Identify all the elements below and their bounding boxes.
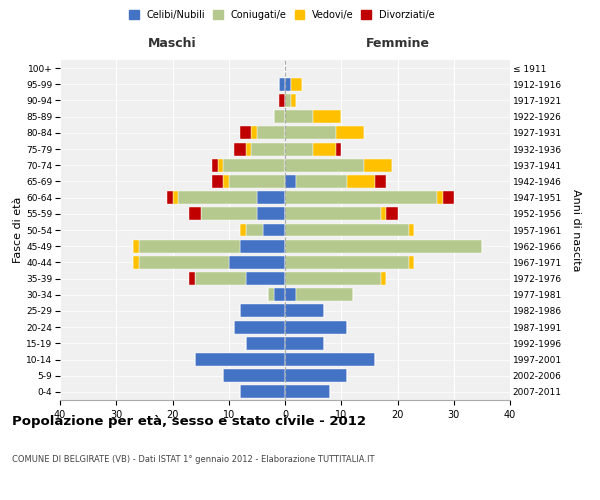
Bar: [290, 78, 302, 91]
Bar: [285, 78, 290, 91]
Bar: [240, 386, 285, 398]
Bar: [313, 142, 335, 156]
Bar: [190, 272, 195, 285]
Bar: [212, 159, 218, 172]
Bar: [285, 288, 296, 301]
Bar: [139, 240, 240, 252]
Bar: [285, 320, 347, 334]
Bar: [285, 126, 335, 140]
Bar: [274, 288, 285, 301]
Bar: [347, 175, 375, 188]
Bar: [133, 256, 139, 269]
Bar: [229, 256, 285, 269]
Bar: [240, 224, 245, 236]
Bar: [240, 304, 285, 318]
Y-axis label: Anni di nascita: Anni di nascita: [571, 188, 581, 271]
Bar: [133, 240, 139, 252]
Bar: [257, 208, 285, 220]
Bar: [285, 110, 313, 123]
Bar: [296, 288, 353, 301]
Text: Maschi: Maschi: [148, 38, 197, 51]
Bar: [235, 142, 245, 156]
Bar: [285, 191, 437, 204]
Bar: [285, 94, 290, 107]
Bar: [285, 256, 409, 269]
Legend: Celibi/Nubili, Coniugati/e, Vedovi/e, Divorziati/e: Celibi/Nubili, Coniugati/e, Vedovi/e, Di…: [130, 10, 434, 20]
Bar: [443, 191, 454, 204]
Bar: [139, 256, 229, 269]
Bar: [409, 256, 415, 269]
Bar: [173, 191, 178, 204]
Bar: [285, 175, 296, 188]
Text: Popolazione per età, sesso e stato civile - 2012: Popolazione per età, sesso e stato civil…: [12, 415, 366, 428]
Bar: [240, 240, 285, 252]
Bar: [257, 191, 285, 204]
Bar: [178, 191, 257, 204]
Bar: [229, 175, 285, 188]
Bar: [235, 320, 285, 334]
Bar: [190, 208, 200, 220]
Bar: [274, 110, 285, 123]
Bar: [195, 272, 245, 285]
Bar: [257, 126, 285, 140]
Bar: [223, 369, 285, 382]
Bar: [251, 142, 285, 156]
Bar: [285, 337, 325, 350]
Bar: [167, 191, 173, 204]
Y-axis label: Fasce di età: Fasce di età: [13, 197, 23, 263]
Bar: [335, 126, 364, 140]
Bar: [285, 304, 325, 318]
Bar: [285, 272, 380, 285]
Bar: [223, 159, 285, 172]
Bar: [335, 142, 341, 156]
Bar: [285, 142, 313, 156]
Bar: [285, 240, 482, 252]
Bar: [437, 191, 443, 204]
Bar: [285, 159, 364, 172]
Bar: [285, 353, 375, 366]
Bar: [280, 78, 285, 91]
Bar: [212, 175, 223, 188]
Bar: [285, 386, 330, 398]
Bar: [280, 94, 285, 107]
Bar: [296, 175, 347, 188]
Bar: [251, 126, 257, 140]
Bar: [200, 208, 257, 220]
Bar: [245, 142, 251, 156]
Bar: [268, 288, 274, 301]
Bar: [245, 224, 263, 236]
Bar: [380, 272, 386, 285]
Bar: [290, 94, 296, 107]
Bar: [409, 224, 415, 236]
Bar: [285, 369, 347, 382]
Bar: [380, 208, 386, 220]
Text: COMUNE DI BELGIRATE (VB) - Dati ISTAT 1° gennaio 2012 - Elaborazione TUTTITALIA.: COMUNE DI BELGIRATE (VB) - Dati ISTAT 1°…: [12, 455, 374, 464]
Bar: [285, 208, 380, 220]
Bar: [195, 353, 285, 366]
Bar: [263, 224, 285, 236]
Bar: [375, 175, 386, 188]
Bar: [223, 175, 229, 188]
Bar: [285, 224, 409, 236]
Bar: [245, 337, 285, 350]
Bar: [386, 208, 398, 220]
Bar: [313, 110, 341, 123]
Bar: [218, 159, 223, 172]
Bar: [364, 159, 392, 172]
Bar: [240, 126, 251, 140]
Text: Femmine: Femmine: [365, 38, 430, 51]
Bar: [245, 272, 285, 285]
